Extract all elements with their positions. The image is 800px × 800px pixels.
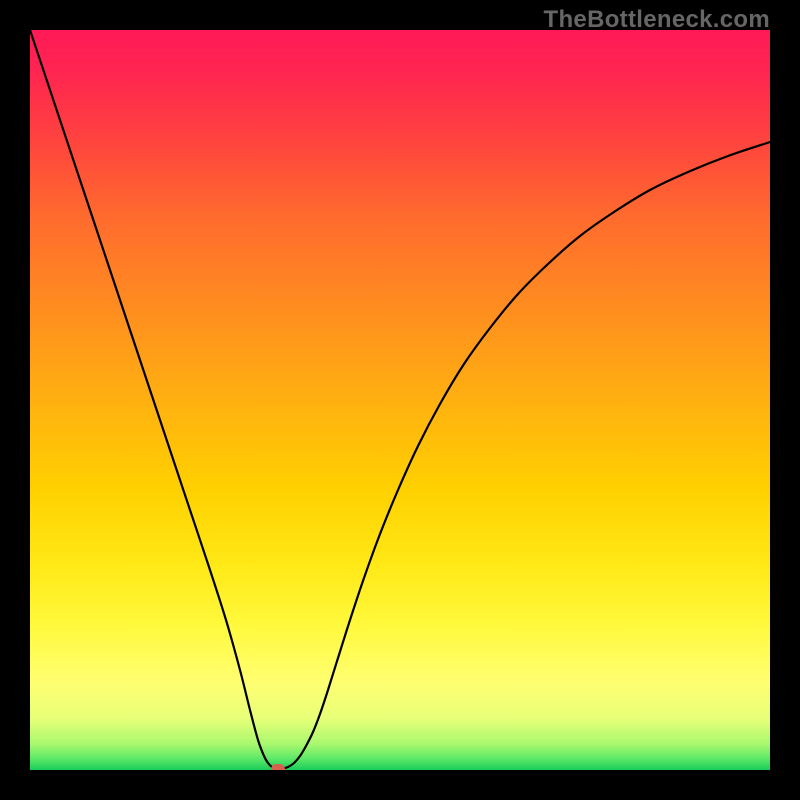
chart-frame: TheBottleneck.com [0, 0, 800, 800]
bottleneck-curve-chart [30, 30, 770, 770]
plot-area [30, 30, 770, 770]
gradient-background [30, 30, 770, 770]
